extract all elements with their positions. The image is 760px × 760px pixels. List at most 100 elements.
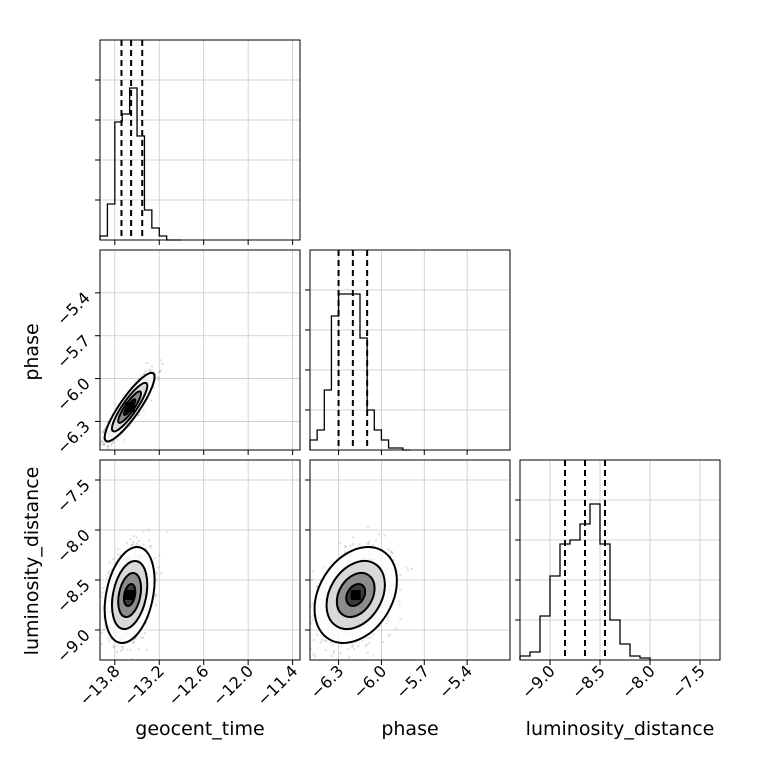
hist-panel-geocent-time: [95, 39, 301, 245]
scatter-point: [159, 359, 162, 362]
scatter-point: [399, 617, 402, 621]
scatter-point: [107, 447, 110, 450]
scatter-point: [399, 573, 402, 576]
xlabel-geocent-time: geocent_time: [135, 718, 264, 740]
scatter-point: [107, 572, 110, 575]
scatter-point: [150, 399, 153, 402]
scatter-point: [101, 440, 104, 443]
joint-panel-geocent-time-vs-luminosity-distance: −9.0−8.5−8.0−7.5−13.8−13.2−12.6−12.0−11.…: [53, 459, 301, 709]
scatter-point: [110, 442, 113, 445]
scatter-point: [159, 572, 163, 575]
x-tick-label: −6.3: [306, 661, 347, 702]
scatter-point: [155, 578, 158, 582]
x-tick-label: −12.0: [209, 661, 257, 709]
scatter-point: [100, 631, 104, 634]
scatter-point: [310, 647, 313, 650]
scatter-point: [352, 647, 356, 651]
scatter-point: [161, 362, 165, 366]
scatter-point: [100, 442, 103, 446]
x-tick-label: −13.2: [120, 661, 168, 709]
scatter-point: [311, 618, 314, 621]
joint-content: [97, 528, 169, 660]
scatter-point: [312, 652, 315, 656]
scatter-point: [100, 440, 104, 443]
joint-panel-geocent-time-vs-phase: −6.3−6.0−5.7−5.4: [53, 249, 301, 458]
scatter-point: [112, 440, 115, 444]
scatter-point: [97, 580, 99, 582]
scatter-point: [100, 643, 104, 646]
scatter-point: [142, 543, 145, 546]
scatter-point: [313, 655, 317, 658]
scatter-point: [332, 652, 335, 655]
scatter-point: [112, 441, 115, 444]
scatter-point: [116, 548, 120, 551]
scatter-point: [113, 645, 116, 648]
x-tick-label: −11.4: [253, 661, 301, 709]
x-tick-label: −13.8: [76, 661, 124, 709]
scatter-point: [305, 616, 307, 618]
scatter-point: [343, 545, 347, 548]
scatter-point: [387, 634, 390, 637]
y-tick-label: −8.0: [53, 525, 94, 566]
scatter-point: [143, 632, 146, 635]
scatter-point: [137, 413, 141, 417]
scatter-point: [366, 541, 369, 545]
scatter-point: [383, 534, 386, 537]
panel-frame: [99, 459, 301, 661]
scatter-point: [323, 565, 326, 568]
scatter-point: [367, 636, 370, 640]
scatter-point: [148, 539, 151, 542]
scatter-point: [349, 544, 352, 548]
scatter-point: [344, 545, 347, 548]
panels: −9.0 −8.5 −8.0 −7.5−6.3−6.0−5.7−5.4−9.0−8.5…: [53, 39, 721, 709]
scatter-point: [140, 636, 143, 639]
scatter-point: [137, 539, 140, 543]
scatter-point: [102, 442, 106, 446]
scatter-point: [297, 632, 299, 634]
scatter-point: [120, 645, 123, 648]
scatter-point: [406, 568, 410, 571]
scatter-point: [399, 588, 402, 591]
scatter-point: [145, 361, 148, 365]
scatter-point: [135, 542, 139, 545]
scatter-point: [367, 642, 371, 645]
panel-frame: [519, 459, 721, 661]
scatter-point: [386, 616, 389, 619]
scatter-point: [132, 641, 135, 644]
scatter-point: [106, 445, 110, 448]
scatter-point: [102, 628, 105, 631]
scatter-point: [131, 543, 134, 546]
scatter-point: [129, 538, 132, 541]
scatter-point: [410, 567, 413, 570]
axis-labels: phase luminosity_distance geocent_time p…: [21, 323, 714, 740]
scatter-point: [320, 638, 324, 641]
scatter-point: [130, 658, 133, 660]
scatter-point: [110, 444, 113, 447]
scatter-point: [351, 543, 355, 546]
scatter-point: [106, 444, 110, 448]
scatter-point: [125, 541, 129, 545]
scatter-point: [141, 636, 145, 639]
x-tick-label: −12.6: [164, 661, 212, 709]
scatter-point: [366, 526, 370, 529]
scatter-point: [149, 369, 152, 372]
hist-panel-phase: [305, 249, 511, 455]
scatter-point: [323, 639, 327, 642]
density-peak: [124, 402, 135, 413]
scatter-point: [130, 543, 133, 547]
y-tick-label: −7.5: [53, 475, 94, 516]
scatter-point: [116, 644, 120, 647]
scatter-point: [316, 633, 319, 636]
y-tick-label: −5.7: [53, 331, 94, 372]
scatter-point: [155, 571, 158, 575]
scatter-point: [347, 647, 350, 651]
scatter-point: [137, 647, 140, 651]
scatter-point: [388, 633, 392, 636]
scatter-point: [87, 454, 89, 456]
scatter-point: [121, 646, 125, 649]
scatter-point: [132, 540, 135, 544]
scatter-point: [139, 374, 143, 378]
scatter-point: [102, 431, 105, 434]
scatter-point: [301, 612, 303, 614]
scatter-point: [123, 438, 126, 441]
